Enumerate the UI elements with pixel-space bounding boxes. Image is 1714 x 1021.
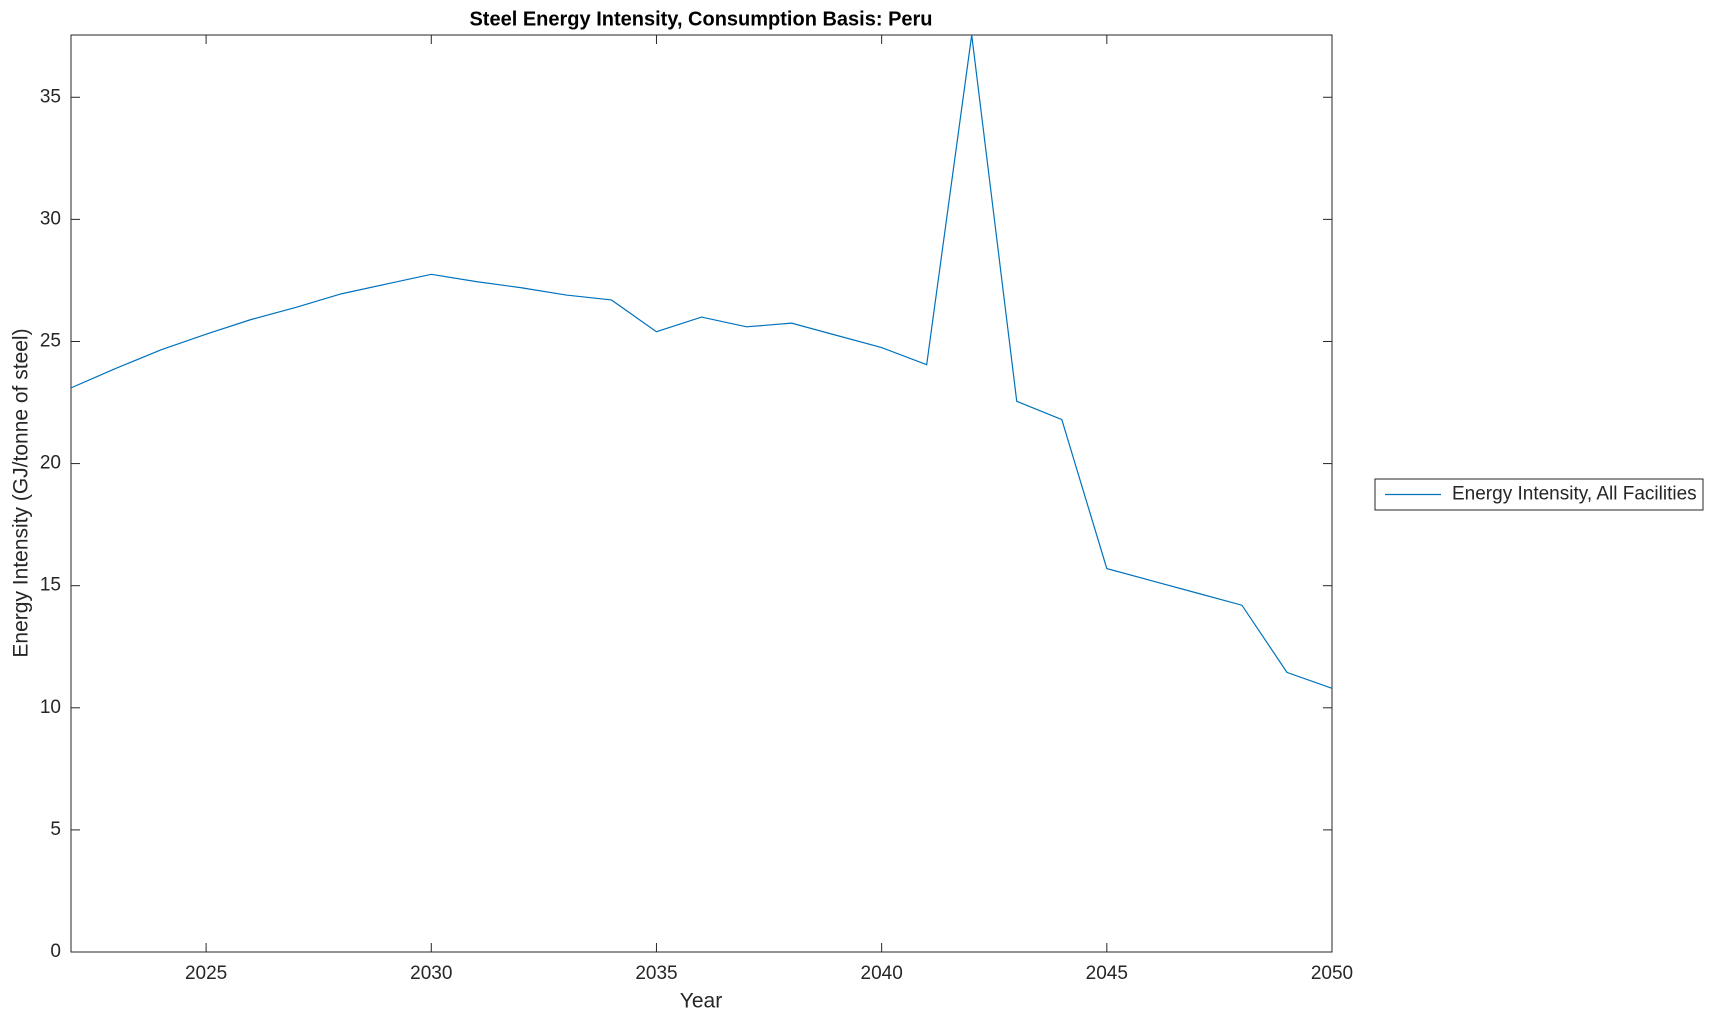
- data-line: [70, 34, 1333, 689]
- y-tick-label: 10: [40, 697, 61, 718]
- legend-label: Energy Intensity, All Facilities: [1452, 484, 1697, 505]
- y-tick-label: 25: [40, 330, 61, 351]
- y-tick-label: 15: [40, 575, 61, 596]
- x-tick-label: 2045: [1086, 963, 1128, 984]
- x-tick-label: 2025: [185, 963, 227, 984]
- y-axis-label: Energy Intensity (GJ/tonne of steel): [10, 328, 33, 657]
- x-axis-label: Year: [680, 990, 722, 1013]
- chart-title: Steel Energy Intensity, Consumption Basi…: [469, 8, 932, 30]
- y-tick-label: 35: [40, 86, 61, 107]
- plot-frame: [70, 34, 1333, 953]
- x-tick-label: 2035: [635, 963, 677, 984]
- y-tick-label: 0: [50, 941, 61, 962]
- x-tick-label: 2040: [861, 963, 903, 984]
- x-tick-label: 2050: [1311, 963, 1353, 984]
- y-tick-label: 20: [40, 453, 61, 474]
- y-tick-label: 30: [40, 208, 61, 229]
- x-tick-label: 2030: [410, 963, 452, 984]
- y-tick-label: 5: [50, 819, 61, 840]
